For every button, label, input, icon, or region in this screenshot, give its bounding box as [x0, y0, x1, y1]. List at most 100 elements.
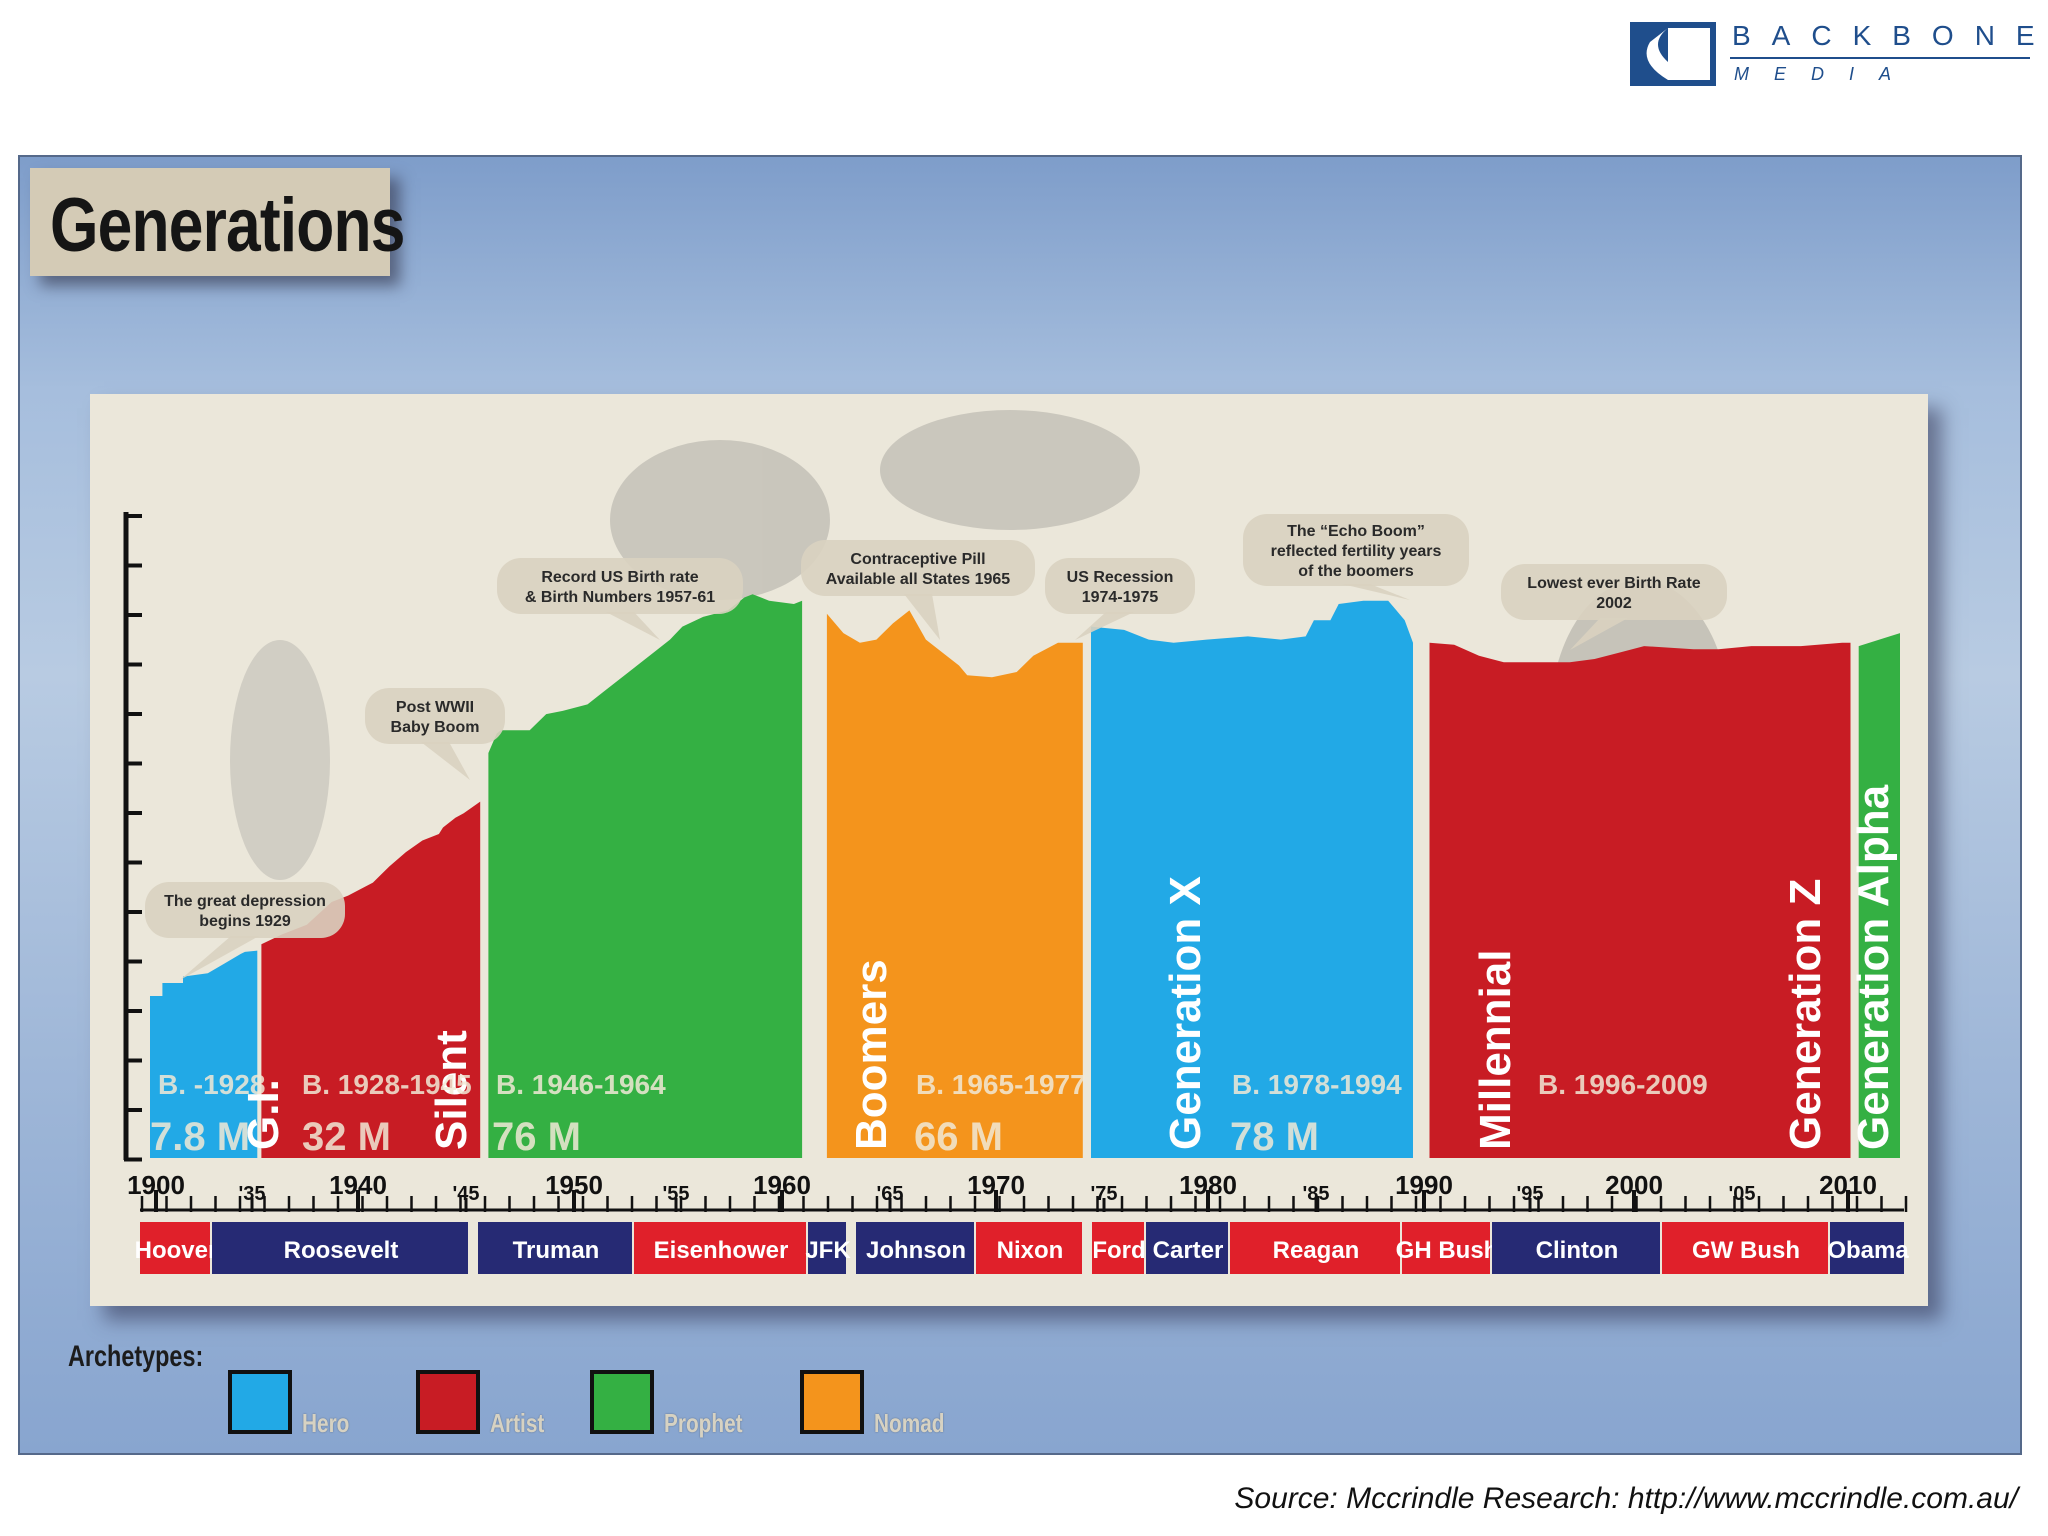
- president-band: [1092, 1222, 1144, 1274]
- generation-born-label: B. 1928-1945: [302, 1069, 472, 1100]
- president-band: [1662, 1222, 1828, 1274]
- generation-name-label: Boomers: [847, 959, 896, 1150]
- annotation-pointer: [606, 612, 660, 640]
- generation-name-label: Generation Z: [1781, 879, 1830, 1150]
- president-label: Carter: [1153, 1237, 1224, 1264]
- logo-rule: [1730, 57, 2030, 59]
- legend-swatch-prophet: [590, 1370, 654, 1434]
- generation-size-label: 66 M: [914, 1115, 1003, 1159]
- annotation-pointer: [1570, 618, 1628, 650]
- annotation-text: Record US Birth rate & Birth Numbers 1957…: [525, 569, 715, 606]
- x-tick-label: '65: [876, 1183, 903, 1205]
- x-tick-label: '45: [452, 1183, 479, 1205]
- annotation-line: Available all States 1965: [826, 571, 1011, 588]
- annotation-line: Post WWII: [396, 699, 474, 716]
- annotation-callout: The “Echo Boom” reflected fertility years…: [1243, 514, 1469, 600]
- president-label: Clinton: [1536, 1237, 1619, 1264]
- x-tick-label: '05: [1728, 1183, 1755, 1205]
- annotation-text: Contraceptive Pill Available all States 1…: [826, 551, 1011, 588]
- annotation-line: Baby Boom: [391, 719, 480, 736]
- annotation-text: US Recession 1974-1975: [1067, 569, 1174, 606]
- annotation-line: Lowest ever Birth Rate: [1527, 575, 1700, 592]
- x-tick-label: 1990: [1395, 1170, 1453, 1200]
- annotation-line: US Recession: [1067, 569, 1174, 586]
- annotation-bubble: [1045, 558, 1195, 614]
- president-label: GH Bush: [1396, 1237, 1499, 1264]
- x-tick-label: 2000: [1605, 1170, 1663, 1200]
- annotation-pointer: [180, 936, 259, 980]
- annotation-bubble: [145, 882, 345, 938]
- annotation-callout: Contraceptive Pill Available all States 1…: [801, 540, 1035, 640]
- president-band: [634, 1222, 806, 1274]
- source-citation: Source: Mccrindle Research: http://www.m…: [1234, 1482, 2018, 1515]
- x-tick-label: 1900: [127, 1170, 185, 1200]
- generation-size-label: 76 M: [492, 1115, 581, 1159]
- annotation-text: Post WWII Baby Boom: [391, 699, 480, 736]
- president-label: Ford: [1092, 1237, 1145, 1264]
- generation-name-label: Millennial: [1471, 950, 1520, 1150]
- annotation-callout: US Recession 1974-1975: [1045, 558, 1195, 640]
- president-label: GW Bush: [1692, 1237, 1800, 1264]
- generation-born-label: B. 1996-2009: [1538, 1069, 1708, 1100]
- president-label: Eisenhower: [654, 1237, 789, 1264]
- generation-size-label: 78 M: [1230, 1115, 1319, 1159]
- annotation-text: The great depression begins 1929: [164, 893, 326, 930]
- president-band: [1230, 1222, 1400, 1274]
- generation-name-label: Silent: [427, 1030, 476, 1150]
- generation-name-label: Generation Alpha: [1849, 784, 1898, 1150]
- annotation-line: Contraceptive Pill: [850, 551, 985, 568]
- x-tick-label: 1940: [329, 1170, 387, 1200]
- silhouette-shape: [230, 640, 330, 880]
- generation-size-label: 7.8 M: [150, 1115, 250, 1159]
- president-band: [478, 1222, 632, 1274]
- president-label: Obama: [1827, 1237, 1909, 1264]
- x-tick-label: 2010: [1819, 1170, 1877, 1200]
- generation-area-generation-z: [1429, 642, 1851, 1158]
- annotation-callout: Lowest ever Birth Rate 2002: [1501, 564, 1727, 650]
- annotation-callout: The great depression begins 1929: [145, 882, 345, 980]
- annotation-bubble: [801, 540, 1035, 596]
- annotation-bubble: [1243, 514, 1469, 586]
- generation-name-label: G.I.: [239, 1079, 288, 1150]
- generation-area-millennial: [1091, 600, 1413, 1158]
- legend-label-hero: Hero: [302, 1408, 350, 1438]
- generation-born-label: B. 1965-1977: [916, 1069, 1086, 1100]
- president-band: [1402, 1222, 1490, 1274]
- generation-size-label: 32 M: [302, 1115, 391, 1159]
- annotation-line: 1974-1975: [1082, 589, 1159, 606]
- annotation-line: 2002: [1596, 595, 1632, 612]
- president-band: [140, 1222, 210, 1274]
- annotation-text: Lowest ever Birth Rate 2002: [1527, 575, 1700, 612]
- x-tick-label: 1960: [753, 1170, 811, 1200]
- generation-born-label: B. 1978-1994: [1232, 1069, 1402, 1100]
- annotation-line: The great depression: [164, 893, 326, 910]
- silhouette-shape: [880, 410, 1140, 530]
- president-label: Hoover: [135, 1237, 218, 1264]
- legend-label-artist: Artist: [490, 1408, 545, 1438]
- annotation-pointer: [1075, 612, 1134, 640]
- x-tick-label: 1980: [1179, 1170, 1237, 1200]
- annotation-text: The “Echo Boom” reflected fertility years…: [1271, 523, 1442, 580]
- president-label: Truman: [513, 1237, 600, 1264]
- president-label: Roosevelt: [284, 1237, 399, 1264]
- legend-label-nomad: Nomad: [874, 1408, 945, 1438]
- x-tick-label: '95: [1516, 1183, 1543, 1205]
- legend-title: Archetypes:: [68, 1340, 204, 1373]
- logo-mark-icon: [1630, 22, 1716, 86]
- annotation-line: begins 1929: [199, 913, 291, 930]
- president-band: [1492, 1222, 1660, 1274]
- annotation-callout: Record US Birth rate & Birth Numbers 1957…: [497, 558, 743, 640]
- generation-name-label: Generation X: [1161, 876, 1210, 1150]
- annotation-bubble: [365, 688, 505, 744]
- legend-label-prophet: Prophet: [664, 1408, 743, 1438]
- logo-text-media: MEDIA: [1734, 64, 1917, 84]
- annotation-pointer: [421, 742, 470, 780]
- x-tick-label: 1970: [967, 1170, 1025, 1200]
- annotation-pointer: [1342, 584, 1410, 600]
- legend-swatch-artist: [416, 1370, 480, 1434]
- generation-area-generation-x: [826, 610, 1083, 1158]
- annotation-line: Record US Birth rate: [541, 569, 698, 586]
- annotation-pointer: [904, 594, 940, 640]
- generation-area-silent: [261, 801, 481, 1158]
